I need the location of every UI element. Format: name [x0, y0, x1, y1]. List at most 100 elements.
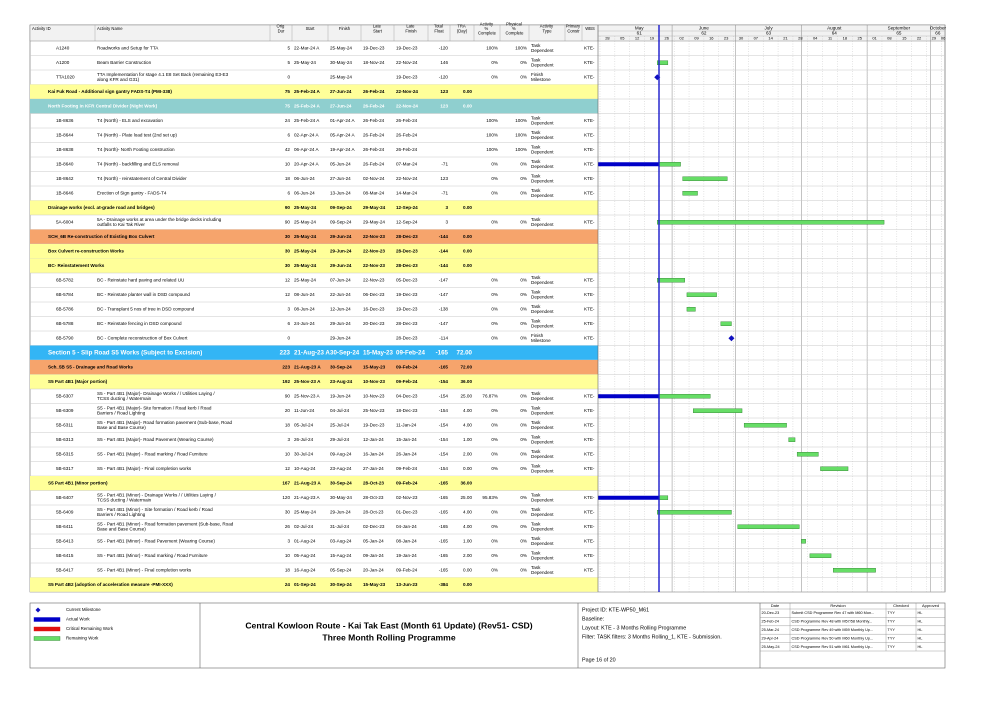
- task-cell: 06-Jun-24: [294, 176, 315, 181]
- task-cell: 05-Aug-24: [294, 553, 316, 558]
- summary-cell: 36.00: [461, 379, 473, 384]
- task-cell: 20-Dec-23: [363, 321, 385, 326]
- task-cell: 42: [285, 147, 291, 152]
- task-cell: -154: [439, 437, 449, 442]
- task-cell: 30-May-24: [330, 60, 352, 65]
- task-cell: TTA1020: [56, 74, 75, 79]
- remaining-bar: [657, 60, 669, 65]
- task-cell: Task Dependent: [531, 217, 554, 227]
- task-cell: KTE-: [584, 466, 595, 471]
- week-label: 09: [694, 36, 699, 41]
- task-cell: T4 (North) - reinstatement of Central Di…: [97, 176, 187, 181]
- summary-cell: 29-Jun-24: [330, 248, 352, 253]
- summary-cell: 24: [285, 582, 291, 587]
- task-cell: 29-Jul-24: [330, 437, 350, 442]
- task-cell: -120: [439, 74, 449, 79]
- task-cell: Task Dependent: [531, 536, 554, 546]
- task-cell: 100%: [486, 132, 498, 137]
- month-period: 61: [637, 31, 643, 36]
- task-cell: 6: [287, 132, 290, 137]
- task-cell: Task Dependent: [531, 43, 554, 53]
- summary-cell: 10-Nov-23: [363, 379, 385, 384]
- task-cell: 6B-5784: [56, 292, 74, 297]
- footer-subtitle: Three Month Rolling Programme: [322, 632, 455, 642]
- summary-cell: 30: [285, 248, 291, 253]
- task-cell: 27-Jun-24: [330, 176, 351, 181]
- task-cell: Task Dependent: [531, 521, 554, 531]
- revision-cell: CSD Programme Rev 51 with M61 Monthly Up…: [792, 645, 874, 649]
- task-cell: 0%: [491, 277, 498, 282]
- task-cell: 6B-5786: [56, 306, 74, 311]
- task-cell: 19-Apr-24 A: [330, 147, 355, 152]
- month-period: 63: [766, 31, 772, 36]
- task-cell: Task Dependent: [531, 130, 554, 140]
- task-cell: T4 (North)- North Footing construction: [97, 147, 175, 152]
- week-label: 28: [798, 36, 803, 41]
- task-cell: BC - Reinstate hard paving and related U…: [97, 277, 184, 282]
- project-info: Layout: KTE - 3 Months Rolling Programme: [582, 625, 686, 631]
- task-cell: 0%: [491, 306, 498, 311]
- task-cell: 24: [285, 118, 291, 123]
- month-label: October: [930, 26, 947, 31]
- summary-cell: 22-Nov-23: [363, 234, 385, 239]
- task-cell: 10: [285, 451, 291, 456]
- summary-cell: 0.00: [463, 103, 472, 108]
- task-cell: 09-Jan-24: [363, 553, 384, 558]
- task-cell: Task Dependent: [531, 318, 554, 328]
- summary-cell: 15-May-23: [363, 582, 386, 587]
- task-cell: 19-Dec-23: [396, 45, 418, 50]
- task-cell: 0%: [491, 161, 498, 166]
- task-cell: -147: [439, 277, 449, 282]
- task-cell: 0%: [520, 161, 527, 166]
- week-label: 15: [902, 36, 907, 41]
- summary-row-bg: [30, 258, 598, 273]
- task-cell: 1B-8646: [56, 190, 74, 195]
- task-cell: 11-Jun-24: [294, 408, 315, 413]
- week-label: 01: [872, 36, 877, 41]
- task-cell: 18: [285, 422, 291, 427]
- summary-cell: Sch_5B S5 - Drainage and Road Works: [48, 364, 133, 369]
- task-cell: -114: [439, 335, 448, 340]
- task-cell: 09-Aug-24: [330, 451, 352, 456]
- task-cell: BC - Reinstate planter wall in DSD compo…: [97, 292, 190, 297]
- week-label: 04: [813, 36, 818, 41]
- task-cell: 26-Jan-24: [396, 451, 417, 456]
- task-cell: -71: [441, 161, 448, 166]
- task-cell: Task Dependent: [531, 449, 554, 459]
- summary-cell: 22-Nov-24: [396, 89, 418, 94]
- remaining-bar: [657, 220, 885, 225]
- summary-row-bg: [30, 229, 598, 244]
- summary-cell: 09-Feb-24: [396, 379, 418, 384]
- task-cell: 4.00: [463, 524, 472, 529]
- remaining-bar: [682, 176, 728, 181]
- task-cell: 5A - Drainage works at area under the br…: [97, 217, 223, 227]
- revision-cell: TYY: [888, 645, 896, 649]
- task-cell: 25-Nov-23 A: [294, 393, 320, 398]
- remaining-bar: [658, 162, 681, 167]
- column-header: Activity ID: [32, 26, 51, 31]
- week-label: 08: [887, 36, 892, 41]
- task-cell: 07-Mar-24: [396, 161, 418, 166]
- task-cell: 0%: [520, 422, 527, 427]
- column-header: Physical % Complete: [506, 22, 525, 36]
- task-cell: 95.83%: [482, 495, 498, 500]
- task-cell: 01-Aug-24: [294, 538, 316, 543]
- task-cell: 0.00: [463, 466, 472, 471]
- task-cell: 01-Apr-24 A: [330, 118, 355, 123]
- summary-cell: 23-Aug-24: [330, 379, 353, 384]
- task-cell: 09-Sep-24: [330, 219, 352, 224]
- revision-cell: HL: [918, 628, 923, 632]
- task-cell: -165: [439, 553, 449, 558]
- revision-cell: HL: [918, 636, 923, 640]
- revision-cell: 25-Feb-24: [762, 620, 780, 624]
- footer-frame: [29, 602, 946, 669]
- legend-label: Current Milestone: [66, 607, 101, 612]
- task-cell: 05-Jan-24: [363, 538, 384, 543]
- task-cell: KTE-: [584, 509, 595, 514]
- month-label: August: [827, 26, 842, 31]
- summary-cell: 15-May-23: [363, 349, 393, 356]
- week-label: 28: [605, 36, 610, 41]
- column-header: Activity % Complete: [478, 22, 497, 36]
- task-cell: 5B-6309: [56, 408, 74, 413]
- task-cell: KTE-: [584, 538, 595, 543]
